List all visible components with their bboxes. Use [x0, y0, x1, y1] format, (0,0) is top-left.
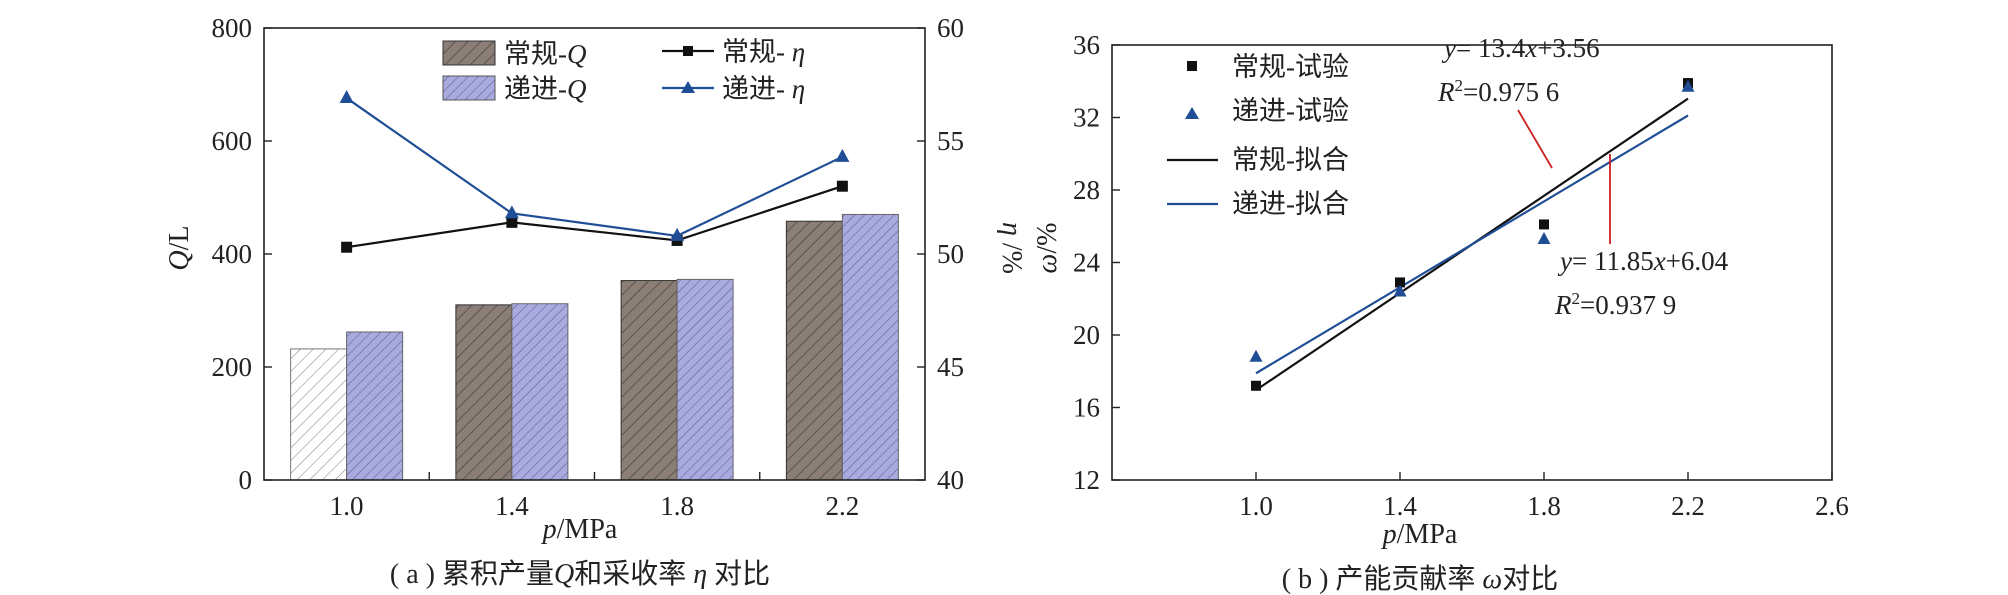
chart-a-xtick-label: 1.8	[660, 491, 694, 521]
chart-b-xtick-label: 2.2	[1671, 491, 1705, 521]
legend-label-conv-eta: 常规- η	[722, 37, 805, 67]
point-prog-eta	[339, 90, 354, 104]
point-conv-test	[1539, 219, 1549, 230]
chart-a-bars	[290, 213, 899, 481]
point-conv-eta	[506, 216, 518, 228]
line-prog-eta	[345, 97, 843, 238]
point-conv-eta	[341, 241, 353, 253]
chart-b-caption: ( b ) 产能贡献率 ω对比	[1282, 563, 1558, 595]
chart-a-legend: 常规-Q 递进-Q 常规- η 递进- η	[442, 37, 805, 104]
bar-conv-q	[455, 304, 513, 481]
bar-prog-q	[841, 213, 899, 481]
chart-a-ytick-label: 200	[212, 352, 253, 382]
chart-b-ytick-label: 24	[1073, 248, 1101, 278]
point-prog-test	[1681, 79, 1695, 92]
chart-b-points	[1249, 78, 1695, 391]
annotation-pointer-conv	[1517, 109, 1553, 169]
point-prog-eta	[835, 148, 850, 162]
point-prog-test	[1249, 349, 1263, 362]
bar-prog-q	[511, 303, 569, 481]
chart-b-xtick-label: 2.6	[1815, 491, 1849, 521]
chart-a-lines	[339, 90, 850, 253]
chart-a-ytick-label: 800	[212, 13, 253, 43]
chart-b-ytick-label: 12	[1073, 465, 1100, 495]
chart-a-ytick-label: 400	[212, 239, 253, 269]
chart-a-y2tick-label: 40	[937, 465, 964, 495]
bar-prog-q	[346, 331, 404, 481]
chart-b-ytick-label: 32	[1073, 103, 1100, 133]
fit-line-prog	[1255, 114, 1689, 375]
legend-label-prog-fit: 递进-拟合	[1232, 189, 1349, 219]
point-conv-eta	[836, 180, 848, 192]
chart-a-xtick-label: 1.4	[495, 491, 529, 521]
chart-a-y2tick-label: 50	[937, 239, 964, 269]
point-prog-test	[1393, 284, 1407, 297]
chart-a-ytick-label: 0	[239, 465, 253, 495]
bar-prog-q	[676, 278, 734, 481]
point-prog-eta	[670, 227, 685, 241]
chart-b-ytick-label: 28	[1073, 175, 1100, 205]
annotation-eq-conv: y= 13.4x+3.56	[1441, 33, 1600, 63]
chart-b-annotation-conv: y= 13.4x+3.56 R2=0.975 6	[1437, 33, 1600, 169]
chart-a-xtick-label: 2.2	[826, 491, 860, 521]
legend-marker-conv-test	[1187, 61, 1197, 71]
point-conv-test	[1395, 277, 1405, 288]
legend-label-conv-fit: 常规-拟合	[1232, 145, 1349, 175]
chart-a-y2label: η /%	[996, 222, 1027, 274]
chart-a-caption: ( a ) 累积产量Q和采收率 η 对比	[390, 558, 770, 590]
line-conv-eta	[346, 185, 843, 249]
chart-b-xtick-label: 1.0	[1239, 491, 1273, 521]
legend-swatch-conv-q	[442, 40, 496, 66]
point-conv-test	[1251, 380, 1261, 391]
chart-a-y2tick-label: 55	[937, 126, 964, 156]
legend-marker-prog-eta	[681, 81, 695, 93]
bar-conv-q	[620, 280, 678, 481]
legend-label-prog-q: 递进-Q	[504, 74, 587, 104]
chart-b-xlabel: p/MPa	[1381, 519, 1458, 550]
chart-b-ytick-label: 16	[1073, 393, 1100, 423]
legend-label-conv-test: 常规-试验	[1232, 52, 1349, 82]
legend-swatch-prog-q	[442, 75, 496, 101]
annotation-eq-prog: y= 11.85x+6.04	[1557, 246, 1729, 276]
point-prog-eta	[504, 205, 519, 219]
bar-conv-q	[290, 348, 348, 481]
chart-b-fit-lines	[1255, 97, 1689, 392]
chart-b-legend: 常规-试验 递进-试验 常规-拟合 递进-拟合	[1167, 52, 1349, 219]
chart-a-axes: 0 200 400 600 800 40 45 50 55 60 1.0 1.4 1.8 2.2	[212, 13, 965, 521]
chart-b-xtick-label: 1.4	[1383, 491, 1417, 521]
annotation-r2-conv: R2=0.975 6	[1437, 76, 1559, 107]
chart-a-xlabel: p/MPa	[541, 514, 618, 545]
legend-marker-conv-eta	[683, 46, 693, 56]
chart-b-ytick-label: 36	[1073, 30, 1100, 60]
chart-a-ytick-label: 600	[212, 126, 253, 156]
chart-a-y2tick-label: 45	[937, 352, 964, 382]
chart-a-xtick-label: 1.0	[330, 491, 364, 521]
point-prog-test	[1537, 231, 1551, 244]
legend-label-conv-q: 常规-Q	[504, 39, 587, 69]
chart-b-ylabel: ω/%	[1032, 223, 1063, 274]
annotation-r2-prog: R2=0.937 9	[1554, 289, 1676, 320]
chart-a-y2tick-label: 60	[937, 13, 964, 43]
chart-a-ylabel: Q/L	[164, 225, 195, 270]
chart-b-annotation-prog: y= 11.85x+6.04 R2=0.937 9	[1554, 154, 1729, 320]
legend-label-prog-test: 递进-试验	[1232, 96, 1349, 126]
chart-b-ytick-label: 20	[1073, 320, 1100, 350]
legend-label-prog-eta: 递进- η	[722, 74, 805, 104]
chart-b-xtick-label: 1.8	[1527, 491, 1561, 521]
chart-b-axes: 12 16 20 24 28 32 36 1.0 1.4 1.8 2.2 2.6	[1073, 30, 1849, 521]
bar-conv-q	[785, 220, 843, 481]
legend-marker-prog-test	[1185, 107, 1199, 119]
